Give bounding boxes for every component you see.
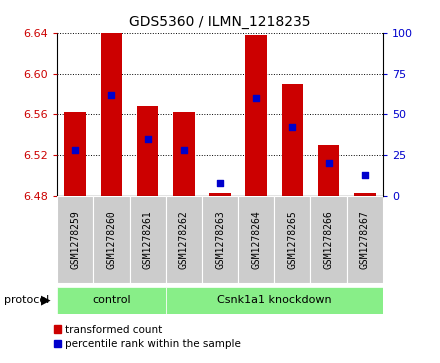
Point: [108, 92, 115, 98]
Text: GSM1278265: GSM1278265: [287, 210, 297, 269]
Text: GSM1278260: GSM1278260: [106, 210, 117, 269]
Text: GSM1278261: GSM1278261: [143, 210, 153, 269]
Bar: [202, 196, 238, 283]
Text: control: control: [92, 295, 131, 305]
Bar: [166, 287, 383, 314]
Point: [289, 125, 296, 130]
Bar: [57, 287, 166, 314]
Legend: transformed count, percentile rank within the sample: transformed count, percentile rank withi…: [54, 325, 241, 349]
Point: [325, 160, 332, 166]
Point: [253, 95, 260, 101]
Bar: [209, 193, 231, 196]
Bar: [354, 193, 376, 196]
Bar: [318, 145, 339, 196]
Point: [216, 180, 224, 186]
Bar: [137, 106, 158, 196]
Text: GSM1278266: GSM1278266: [323, 210, 334, 269]
Bar: [282, 84, 303, 196]
Bar: [57, 196, 93, 283]
Text: ▶: ▶: [40, 294, 50, 307]
Text: protocol: protocol: [4, 295, 50, 305]
Bar: [93, 196, 129, 283]
Bar: [173, 112, 194, 196]
Bar: [129, 196, 166, 283]
Bar: [238, 196, 274, 283]
Text: GDS5360 / ILMN_1218235: GDS5360 / ILMN_1218235: [129, 15, 311, 29]
Bar: [311, 196, 347, 283]
Bar: [246, 35, 267, 196]
Bar: [101, 33, 122, 196]
Text: GSM1278263: GSM1278263: [215, 210, 225, 269]
Bar: [347, 196, 383, 283]
Text: GSM1278262: GSM1278262: [179, 210, 189, 269]
Point: [72, 147, 79, 153]
Bar: [64, 112, 86, 196]
Text: Csnk1a1 knockdown: Csnk1a1 knockdown: [217, 295, 332, 305]
Bar: [274, 196, 311, 283]
Point: [144, 136, 151, 142]
Text: GSM1278267: GSM1278267: [360, 210, 370, 269]
Bar: [166, 196, 202, 283]
Text: GSM1278264: GSM1278264: [251, 210, 261, 269]
Text: GSM1278259: GSM1278259: [70, 210, 80, 269]
Point: [180, 147, 187, 153]
Point: [361, 172, 368, 178]
